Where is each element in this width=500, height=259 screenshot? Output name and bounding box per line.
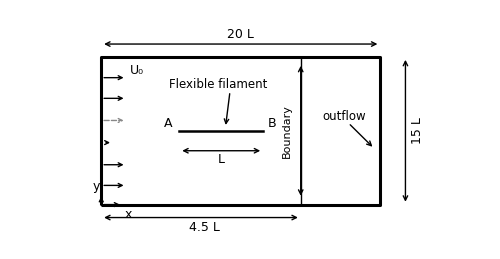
Text: x: x <box>124 207 132 221</box>
Text: outflow: outflow <box>322 110 366 123</box>
Text: 20 L: 20 L <box>228 28 254 41</box>
Text: L: L <box>218 153 224 166</box>
Text: 15 L: 15 L <box>411 117 424 144</box>
Text: B: B <box>268 117 276 130</box>
Text: U₀: U₀ <box>130 64 143 77</box>
Text: 4.5 L: 4.5 L <box>190 221 220 234</box>
Text: Boundary: Boundary <box>282 104 292 158</box>
Text: Flexible filament: Flexible filament <box>169 78 268 91</box>
Text: A: A <box>164 117 172 130</box>
Text: y: y <box>93 180 100 193</box>
